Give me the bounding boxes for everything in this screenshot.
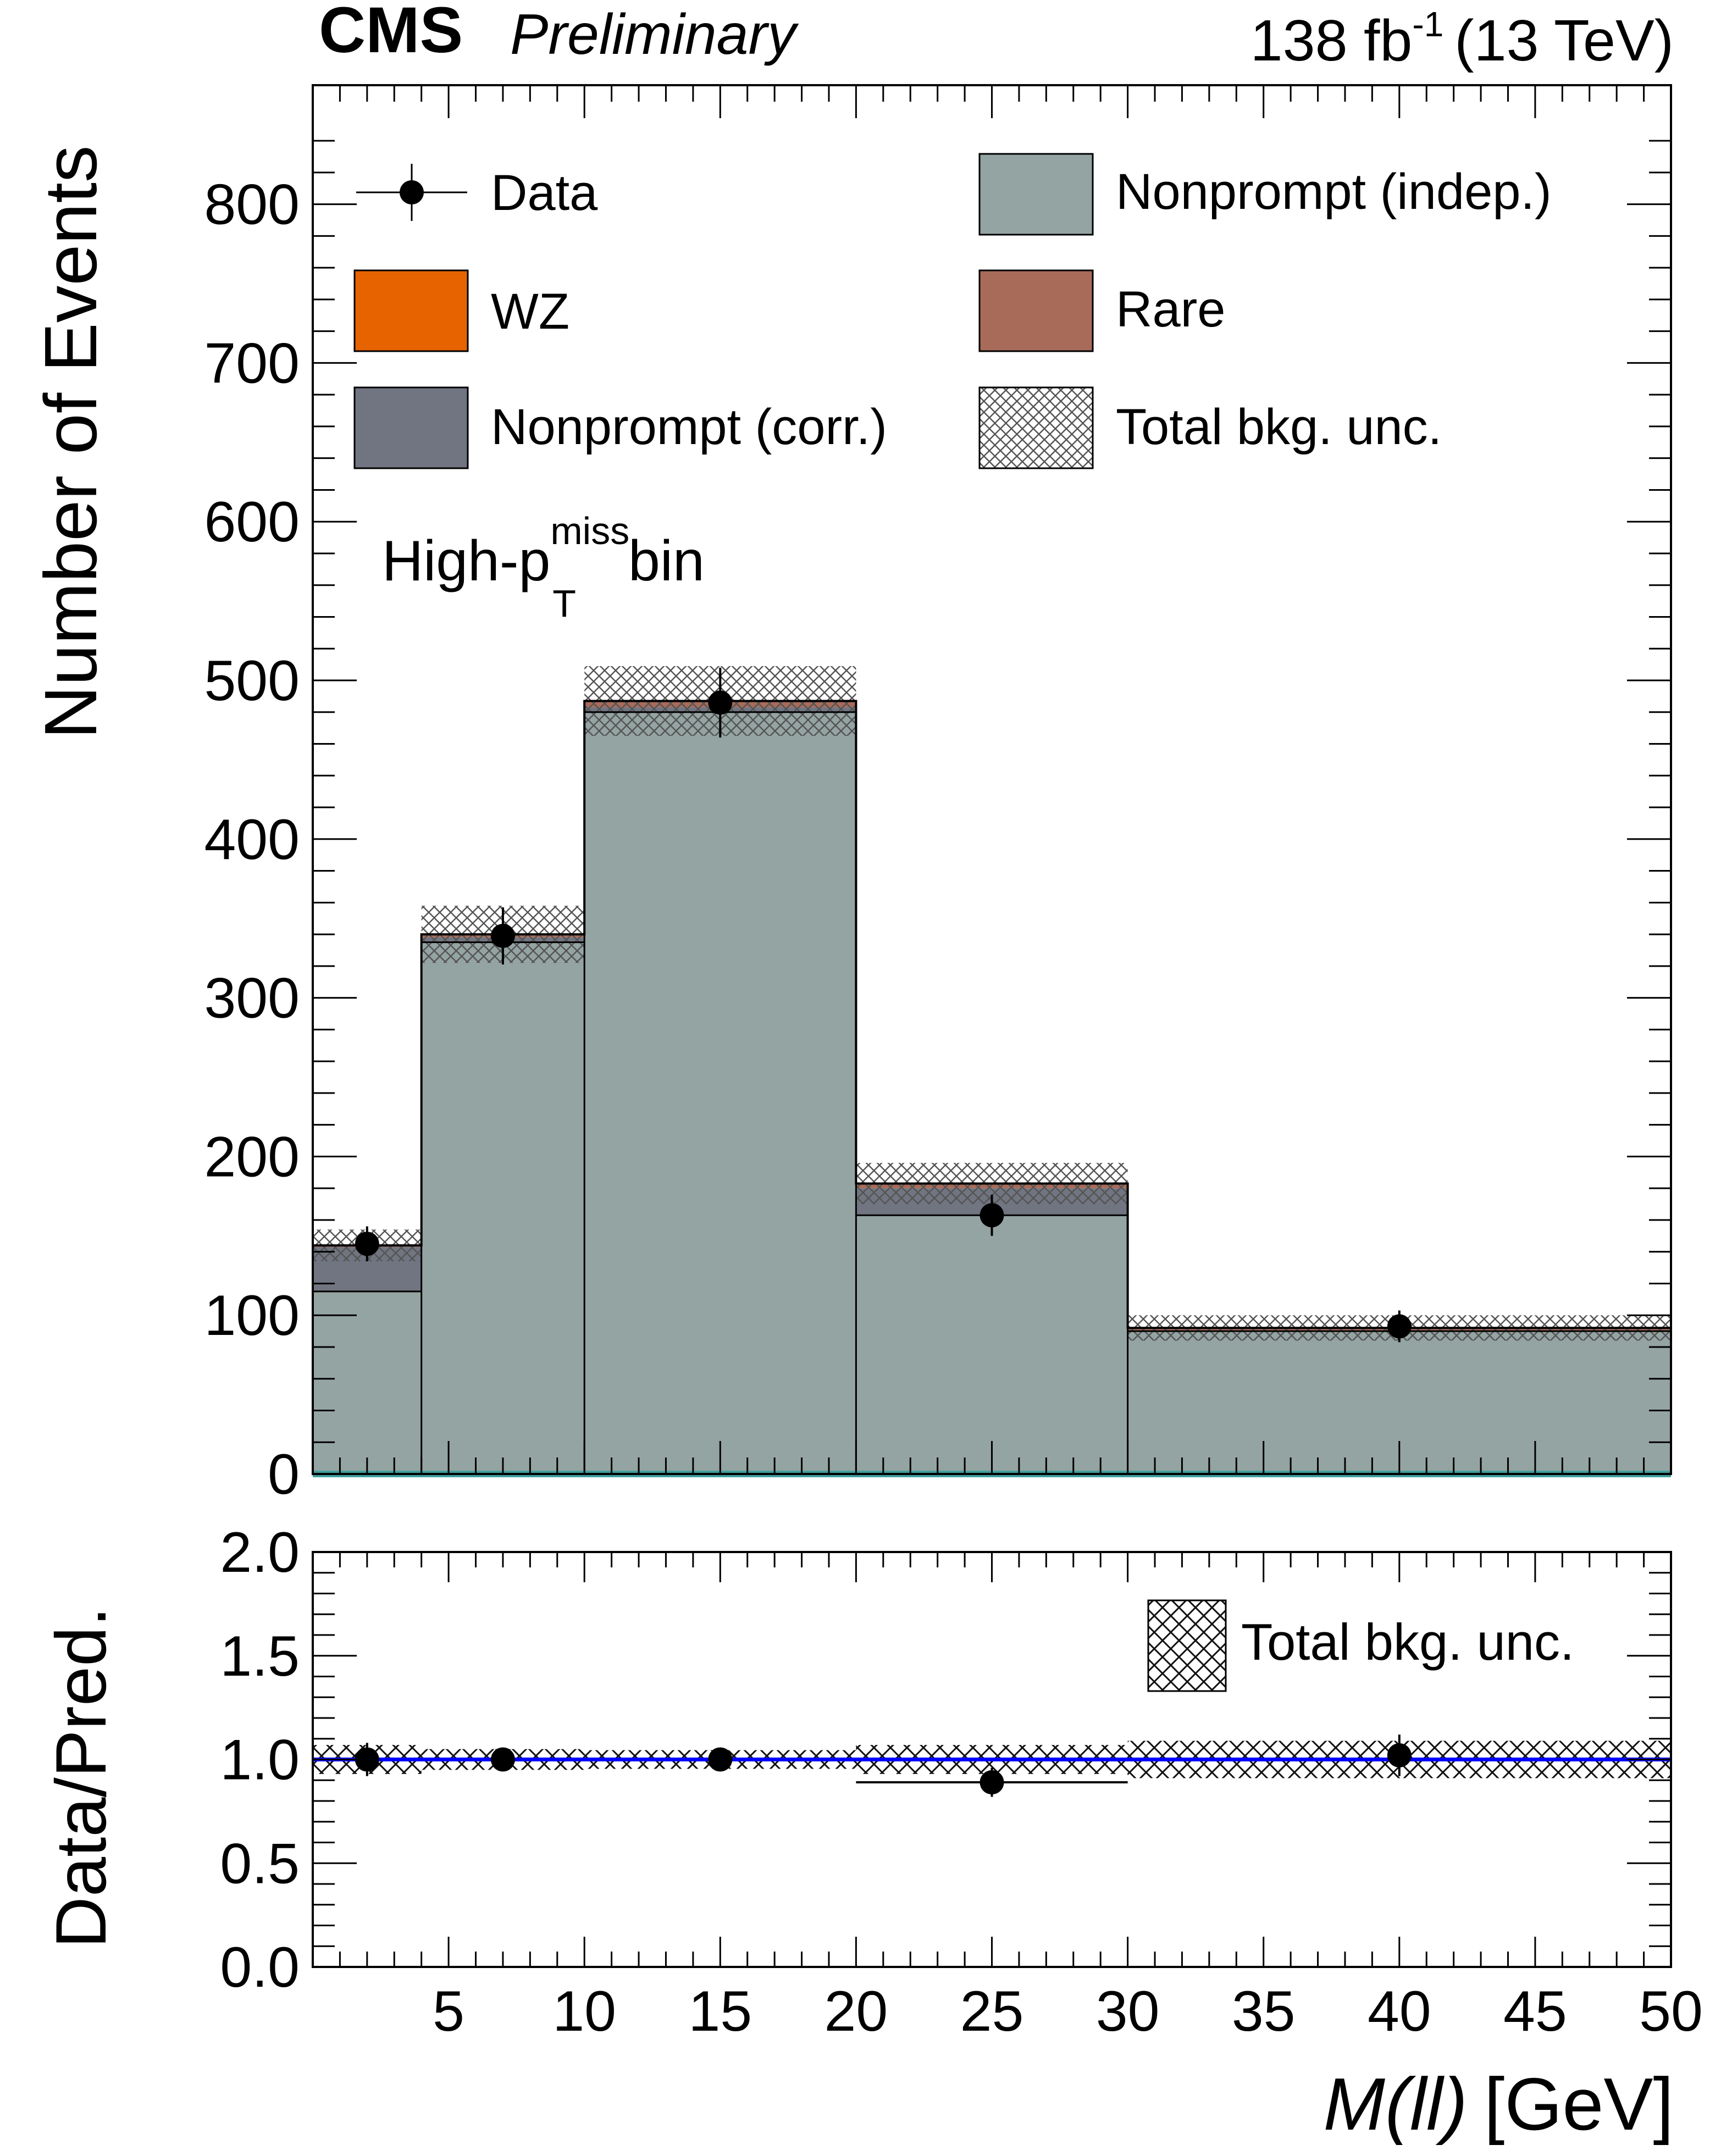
data-marker bbox=[1387, 1314, 1412, 1339]
stacked-histogram bbox=[313, 701, 1671, 1474]
legend-swatch-nonprompt-indep bbox=[978, 153, 1094, 236]
x-tick-label: 10 bbox=[552, 1980, 616, 2043]
legend-label-nonprompt-corr: Nonprompt (corr.) bbox=[491, 399, 887, 455]
annotation-main: High-p bbox=[382, 529, 550, 593]
data-point bbox=[1387, 1310, 1412, 1343]
bar-nonprompt-indep-bin-2 bbox=[584, 712, 856, 1474]
legend-item-data: Data bbox=[356, 164, 598, 221]
legend-data-marker bbox=[400, 180, 424, 204]
data-marker bbox=[980, 1203, 1004, 1228]
legend-label-rare: Rare bbox=[1116, 281, 1225, 337]
luminosity-exponent: -1 bbox=[1412, 4, 1443, 44]
y-tick-label: 600 bbox=[204, 490, 300, 554]
luminosity-label: 138 fb-1 (13 TeV) bbox=[1250, 4, 1674, 73]
annotation-tail: bin bbox=[628, 529, 705, 593]
bar-nonprompt-indep-bin-0 bbox=[313, 1291, 422, 1474]
ratio-points bbox=[355, 1734, 1412, 1797]
main-frame bbox=[312, 84, 1672, 1475]
bar-nonprompt-indep-bin-3 bbox=[856, 1215, 1128, 1474]
legend-item-nonprompt-corr: Nonprompt (corr.) bbox=[353, 386, 887, 469]
y-tick-label: 400 bbox=[204, 808, 300, 872]
legend-swatch-rare bbox=[978, 269, 1094, 352]
ratio-y-tick-label: 0.5 bbox=[220, 1832, 300, 1895]
ratio-marker bbox=[980, 1770, 1004, 1795]
main-ylabel: Number of Events bbox=[29, 146, 112, 739]
main-axis-ticks: 0 100 200 300 400 500 600 700 800 bbox=[204, 85, 1672, 1506]
y-tick-label: 300 bbox=[204, 967, 300, 1030]
x-tick-label: 20 bbox=[825, 1980, 888, 2043]
legend-item-rare: Rare bbox=[978, 269, 1225, 352]
x-axis-title-unit: [GeV] bbox=[1484, 2063, 1674, 2146]
ratio-point bbox=[490, 1747, 515, 1772]
y-tick-label: 100 bbox=[204, 1284, 300, 1348]
main-panel: 0 100 200 300 400 500 600 700 800 bbox=[204, 84, 1672, 1506]
preliminary-label: Preliminary bbox=[510, 3, 799, 66]
ratio-y-tick-label: 1.0 bbox=[220, 1728, 300, 1792]
ratio-y-tick-label: 1.5 bbox=[220, 1625, 300, 1688]
ratio-legend-label: Total bkg. unc. bbox=[1241, 1613, 1574, 1671]
annotation-sub: T bbox=[552, 582, 576, 625]
legend-label-wz: WZ bbox=[491, 284, 569, 340]
y-tick-label: 500 bbox=[204, 649, 300, 713]
bar-nonprompt-indep-bin-1 bbox=[421, 942, 585, 1474]
x-tick-label: 45 bbox=[1503, 1980, 1567, 2043]
x-tick-label: 40 bbox=[1368, 1980, 1431, 2043]
energy-label: (13 TeV) bbox=[1454, 8, 1674, 73]
ratio-frame bbox=[312, 1551, 1672, 1968]
data-marker bbox=[490, 923, 515, 948]
high-ptmiss-annotation: High-pmiss Tbin bbox=[382, 509, 705, 625]
legend-swatch-total-unc bbox=[978, 386, 1094, 469]
data-point bbox=[355, 1226, 379, 1262]
y-tick-label: 800 bbox=[204, 173, 300, 237]
x-axis-title: M(ll) [GeV] bbox=[1323, 2063, 1674, 2146]
x-tick-label: 5 bbox=[433, 1980, 464, 2043]
x-tick-label: 35 bbox=[1232, 1980, 1296, 2043]
ratio-point bbox=[856, 1767, 1128, 1797]
legend-item-wz: WZ bbox=[353, 269, 569, 352]
ratio-y-tick-label: 2.0 bbox=[220, 1521, 300, 1584]
x-tick-label: 30 bbox=[1096, 1980, 1160, 2043]
ratio-marker bbox=[355, 1747, 379, 1772]
data-point bbox=[708, 667, 733, 738]
legend-label-nonprompt-indep: Nonprompt (indep.) bbox=[1116, 164, 1552, 220]
y-tick-label: 700 bbox=[204, 331, 300, 395]
legend-item-total-unc: Total bkg. unc. bbox=[978, 386, 1442, 469]
legend-swatch-wz bbox=[353, 269, 469, 352]
x-tick-label: 15 bbox=[688, 1980, 752, 2043]
ratio-panel: 0.0 0.5 1.0 1.5 2.0 5 10 15 20 25 30 35 40 45 50 Total… bbox=[220, 1521, 1702, 2043]
data-marker bbox=[355, 1232, 379, 1256]
ratio-marker bbox=[1387, 1743, 1412, 1767]
legend-swatch-nonprompt-corr bbox=[353, 386, 469, 469]
x-tick-label: 50 bbox=[1639, 1980, 1703, 2043]
ratio-point bbox=[708, 1747, 733, 1772]
ratio-legend: Total bkg. unc. bbox=[1147, 1599, 1574, 1692]
x-tick-label: 25 bbox=[960, 1980, 1024, 2043]
luminosity-value: 138 fb bbox=[1250, 8, 1413, 73]
ratio-marker bbox=[490, 1747, 515, 1772]
ratio-ylabel: Data/Pred. bbox=[41, 1607, 121, 1948]
data-point bbox=[490, 907, 515, 965]
ratio-y-tick-label: 0.0 bbox=[220, 1936, 300, 1999]
data-points bbox=[355, 667, 1412, 1343]
y-tick-label: 200 bbox=[204, 1125, 300, 1189]
y-tick-label: 0 bbox=[268, 1443, 300, 1506]
ratio-legend-swatch bbox=[1147, 1599, 1227, 1692]
legend-label-total-unc: Total bkg. unc. bbox=[1116, 399, 1442, 455]
cms-label: CMS bbox=[319, 0, 463, 66]
annotation-sup: miss bbox=[550, 509, 629, 552]
legend-label-data: Data bbox=[491, 165, 598, 221]
legend-item-nonprompt-indep: Nonprompt (indep.) bbox=[978, 153, 1552, 236]
ratio-marker bbox=[708, 1747, 733, 1772]
ratio-point bbox=[1387, 1734, 1412, 1776]
data-marker bbox=[708, 690, 733, 715]
ratio-point bbox=[355, 1743, 379, 1776]
x-axis-title-var: M(ll) bbox=[1323, 2063, 1467, 2146]
legend: Data WZ Nonprompt (corr.) Nonprompt (ind… bbox=[353, 153, 1552, 469]
data-point bbox=[980, 1194, 1004, 1236]
